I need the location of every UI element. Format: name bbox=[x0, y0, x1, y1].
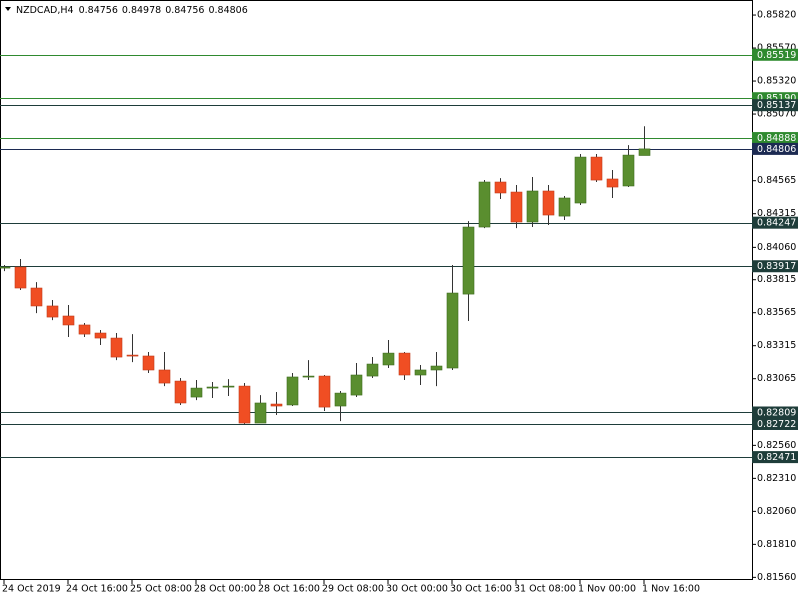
candle-body bbox=[382, 352, 395, 366]
candle-body bbox=[318, 375, 331, 408]
chart-header: NZDCAD,H4 0.84756 0.84978 0.84756 0.84806 bbox=[16, 5, 248, 16]
price-level-label: 0.85190 bbox=[757, 93, 796, 104]
candle-body bbox=[254, 402, 267, 424]
price-level-tag bbox=[752, 417, 798, 430]
y-tick-label: 0.84315 bbox=[757, 208, 796, 219]
price-level-label: 0.82471 bbox=[757, 452, 796, 463]
candle-body bbox=[238, 385, 251, 424]
x-tick-label: 1 Nov 00:00 bbox=[578, 584, 636, 595]
candle-body bbox=[222, 385, 235, 388]
plot-frame bbox=[0, 0, 753, 580]
candle-body bbox=[302, 375, 315, 378]
candle-body bbox=[14, 266, 27, 289]
price-level-tag bbox=[752, 451, 798, 464]
x-tick-label: 25 Oct 08:00 bbox=[130, 584, 192, 595]
y-tick-label: 0.83815 bbox=[757, 274, 796, 285]
price-level-tag bbox=[752, 216, 798, 229]
y-tick-label: 0.81810 bbox=[757, 539, 796, 550]
candle-body bbox=[62, 315, 75, 326]
candle-body bbox=[350, 374, 363, 396]
menu-arrow[interactable] bbox=[5, 7, 11, 11]
candle-body bbox=[478, 181, 491, 228]
candle-body bbox=[414, 369, 427, 376]
candle-body bbox=[78, 324, 91, 335]
candle-body bbox=[0, 266, 11, 269]
header-high: 0.84978 bbox=[122, 5, 161, 16]
y-tick-label: 0.83065 bbox=[757, 373, 796, 384]
candle-body bbox=[494, 181, 507, 194]
candle-body bbox=[542, 190, 555, 216]
candle-body bbox=[270, 403, 283, 407]
candle-body bbox=[142, 355, 155, 371]
y-tick-label: 0.83565 bbox=[757, 307, 796, 318]
price-level-label: 0.82809 bbox=[757, 407, 796, 418]
y-tick-label: 0.82060 bbox=[757, 506, 796, 517]
x-tick-label: 30 Oct 16:00 bbox=[450, 584, 512, 595]
candle-body bbox=[46, 305, 59, 318]
price-level-tag bbox=[752, 132, 798, 145]
x-tick-label: 1 Nov 16:00 bbox=[642, 584, 700, 595]
x-tick-label: 28 Oct 16:00 bbox=[258, 584, 320, 595]
price-level-label: 0.84888 bbox=[757, 133, 796, 144]
candle-body bbox=[286, 376, 299, 406]
y-tick-label: 0.83315 bbox=[757, 340, 796, 351]
y-tick-label: 0.82310 bbox=[757, 473, 796, 484]
price-level-label: 0.85519 bbox=[757, 50, 796, 61]
header-open: 0.84756 bbox=[79, 5, 118, 16]
candle-body bbox=[606, 178, 619, 188]
y-tick-label: 0.85320 bbox=[757, 76, 796, 87]
y-tick-label: 0.85570 bbox=[757, 43, 796, 54]
x-tick-label: 31 Oct 08:00 bbox=[514, 584, 576, 595]
candle-body bbox=[446, 292, 459, 369]
price-level-label: 0.84806 bbox=[757, 144, 796, 155]
candle-body bbox=[398, 352, 411, 376]
candle-body bbox=[590, 156, 603, 181]
x-tick-label: 28 Oct 00:00 bbox=[194, 584, 256, 595]
candle-body bbox=[110, 337, 123, 358]
x-tick-label: 30 Oct 00:00 bbox=[386, 584, 448, 595]
candle-body bbox=[430, 365, 443, 371]
candle-body bbox=[558, 197, 571, 217]
candle-body bbox=[510, 191, 523, 223]
x-tick-label: 24 Oct 2019 bbox=[2, 584, 61, 595]
y-tick-label: 0.82560 bbox=[757, 440, 796, 451]
price-level-label: 0.84247 bbox=[757, 218, 796, 229]
candle-body bbox=[574, 156, 587, 204]
y-tick-label: 0.84565 bbox=[757, 175, 796, 186]
candle-body bbox=[94, 332, 107, 339]
candle-body bbox=[174, 380, 187, 404]
candle-body bbox=[462, 226, 475, 295]
x-tick-label: 29 Oct 08:00 bbox=[322, 584, 384, 595]
y-tick-label: 0.85070 bbox=[757, 109, 796, 120]
header-low: 0.84756 bbox=[165, 5, 204, 16]
x-tick-label: 24 Oct 16:00 bbox=[66, 584, 128, 595]
chart-title: NZDCAD,H4 bbox=[16, 5, 74, 16]
y-tick-label: 0.81560 bbox=[757, 572, 796, 583]
price-level-label: 0.85137 bbox=[757, 100, 796, 111]
candle-body bbox=[190, 387, 203, 398]
price-level-label: 0.82722 bbox=[757, 419, 796, 430]
price-level-label: 0.83917 bbox=[757, 261, 796, 272]
candle-body bbox=[334, 392, 347, 407]
candle-body bbox=[638, 148, 651, 156]
price-level-tag bbox=[752, 406, 798, 419]
price-level-tag bbox=[752, 142, 798, 155]
y-tick-label: 0.85820 bbox=[757, 10, 796, 21]
candle-body bbox=[158, 369, 171, 384]
candle-body bbox=[126, 354, 139, 357]
price-level-tag bbox=[752, 260, 798, 273]
price-level-tag bbox=[752, 48, 798, 61]
y-tick-label: 0.84060 bbox=[757, 242, 796, 253]
candle-body bbox=[366, 363, 379, 377]
price-level-tag bbox=[752, 99, 798, 112]
candle-body bbox=[206, 386, 219, 389]
header-close: 0.84806 bbox=[208, 5, 247, 16]
candle-body bbox=[30, 287, 43, 307]
candle-body bbox=[622, 154, 635, 187]
candle-body bbox=[526, 190, 539, 223]
